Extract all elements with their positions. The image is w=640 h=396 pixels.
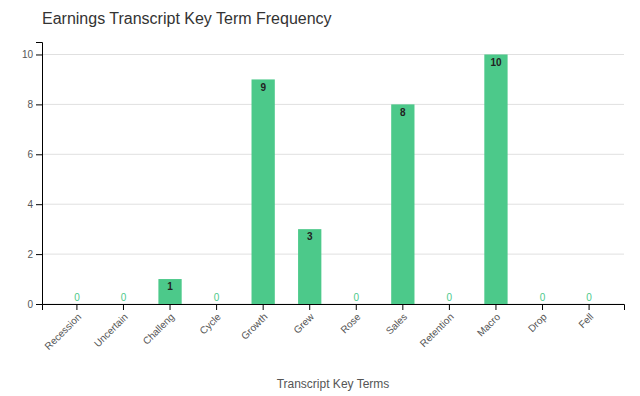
y-tick-label: 8: [27, 99, 33, 110]
x-tick-mark: [76, 304, 77, 310]
x-tick-label: Retention: [418, 311, 456, 349]
x-tick: Challeng: [141, 304, 177, 347]
y-tick: 8: [27, 99, 42, 110]
x-tick-label: Sales: [384, 311, 409, 336]
data-label: 3: [307, 231, 313, 242]
y-tick-mark: [36, 254, 42, 255]
y-tick-label: 2: [27, 249, 33, 260]
y-tick-mark: [36, 204, 42, 205]
data-label: 9: [260, 82, 266, 93]
bar: [345, 304, 368, 305]
data-labels: 0010930801000: [74, 57, 592, 303]
title: Earnings Transcript Key Term Frequency: [42, 10, 332, 27]
y-tick-label: 6: [27, 149, 33, 160]
bar: [158, 279, 181, 304]
grid: [42, 54, 624, 304]
x-tick: Grew: [291, 304, 316, 336]
bar: [112, 304, 135, 305]
chart-container: 0246810RecessionUncertainChallengCycleGr…: [0, 0, 640, 396]
data-label: 0: [353, 292, 359, 303]
grid-line: [42, 104, 624, 105]
y-tick-mark: [36, 154, 42, 155]
x-tick-label: Challeng: [141, 311, 177, 347]
x-tick-label: Rose: [338, 311, 363, 336]
x-tick-label: Recession: [42, 311, 83, 352]
x-tick-mark: [170, 304, 171, 310]
x-tick: Drop: [526, 304, 549, 334]
x-tick-label: Growth: [239, 311, 270, 342]
x-tick: Uncertain: [92, 304, 130, 349]
grid-line: [42, 154, 624, 155]
x-tick: Recession: [42, 304, 83, 352]
bar: [577, 304, 600, 305]
x-tick-mark: [449, 304, 450, 310]
x-tick-label: Macro: [475, 311, 503, 339]
bars: [158, 54, 507, 304]
bar: [391, 104, 414, 304]
x-tick: Macro: [475, 304, 503, 339]
data-label: 0: [586, 292, 592, 303]
y-tick: 10: [22, 49, 42, 60]
x-axis: RecessionUncertain Challeng Cycle Growth Gre…: [42, 304, 624, 352]
x-tick-mark: [309, 304, 310, 310]
y-axis: 0 2 4 6 8 10: [22, 43, 43, 310]
x-tick: Growth: [239, 304, 270, 342]
bar: [65, 304, 88, 305]
x-tick-label: Uncertain: [92, 311, 130, 349]
y-tick: 4: [27, 199, 42, 210]
bar: [298, 229, 321, 304]
x-tick-mark: [542, 304, 543, 310]
grid-line: [42, 204, 624, 205]
x-tick: Retention: [418, 304, 456, 349]
bar: [438, 304, 461, 305]
chart-svg: 0246810RecessionUncertainChallengCycleGr…: [0, 0, 640, 396]
x-tick-mark: [495, 304, 496, 310]
bar: [252, 79, 275, 304]
data-label: 10: [490, 57, 502, 68]
data-label: 0: [447, 292, 453, 303]
x-tick: Cycle: [197, 304, 223, 337]
data-label: 1: [167, 281, 173, 292]
bar: [484, 54, 507, 304]
data-label: 0: [540, 292, 546, 303]
data-label: 0: [214, 292, 220, 303]
x-tick-mark: [589, 304, 590, 310]
data-label: 8: [400, 107, 406, 118]
y-tick: 6: [27, 149, 42, 160]
x-tick: Rose: [338, 304, 363, 335]
bar: [531, 304, 554, 305]
x-tick-mark: [216, 304, 217, 310]
x-tick-mark: [356, 304, 357, 310]
x-tick: Fell: [576, 304, 595, 330]
x-tick-label: Fell: [576, 311, 595, 330]
x-tick-mark: [123, 304, 124, 310]
y-tick-mark: [36, 104, 42, 105]
y-tick-label: 4: [27, 199, 33, 210]
x-tick-label: Grew: [291, 311, 316, 336]
x-tick-label: Cycle: [197, 311, 223, 337]
data-label: 0: [74, 292, 80, 303]
y-tick-label: 10: [22, 49, 34, 60]
x-tick-label: Drop: [526, 311, 549, 334]
y-tick-mark: [36, 54, 42, 55]
plot: 0246810RecessionUncertainChallengCycleGr…: [22, 43, 625, 352]
y-tick: 2: [27, 249, 42, 260]
y-tick-label: 0: [27, 299, 33, 310]
y-tick: 0: [27, 299, 42, 310]
x-tick: Sales: [384, 304, 409, 337]
y-tick-mark: [36, 304, 42, 305]
x-tick-mark: [263, 304, 264, 310]
data-label: 0: [121, 292, 127, 303]
grid-line: [42, 254, 624, 255]
x-axis-line: [43, 305, 625, 311]
grid-line: [42, 54, 624, 55]
y-axis-line: [36, 43, 43, 305]
bar: [205, 304, 228, 305]
x-axis-title: Transcript Key Terms: [277, 377, 390, 391]
x-tick-mark: [402, 304, 403, 310]
